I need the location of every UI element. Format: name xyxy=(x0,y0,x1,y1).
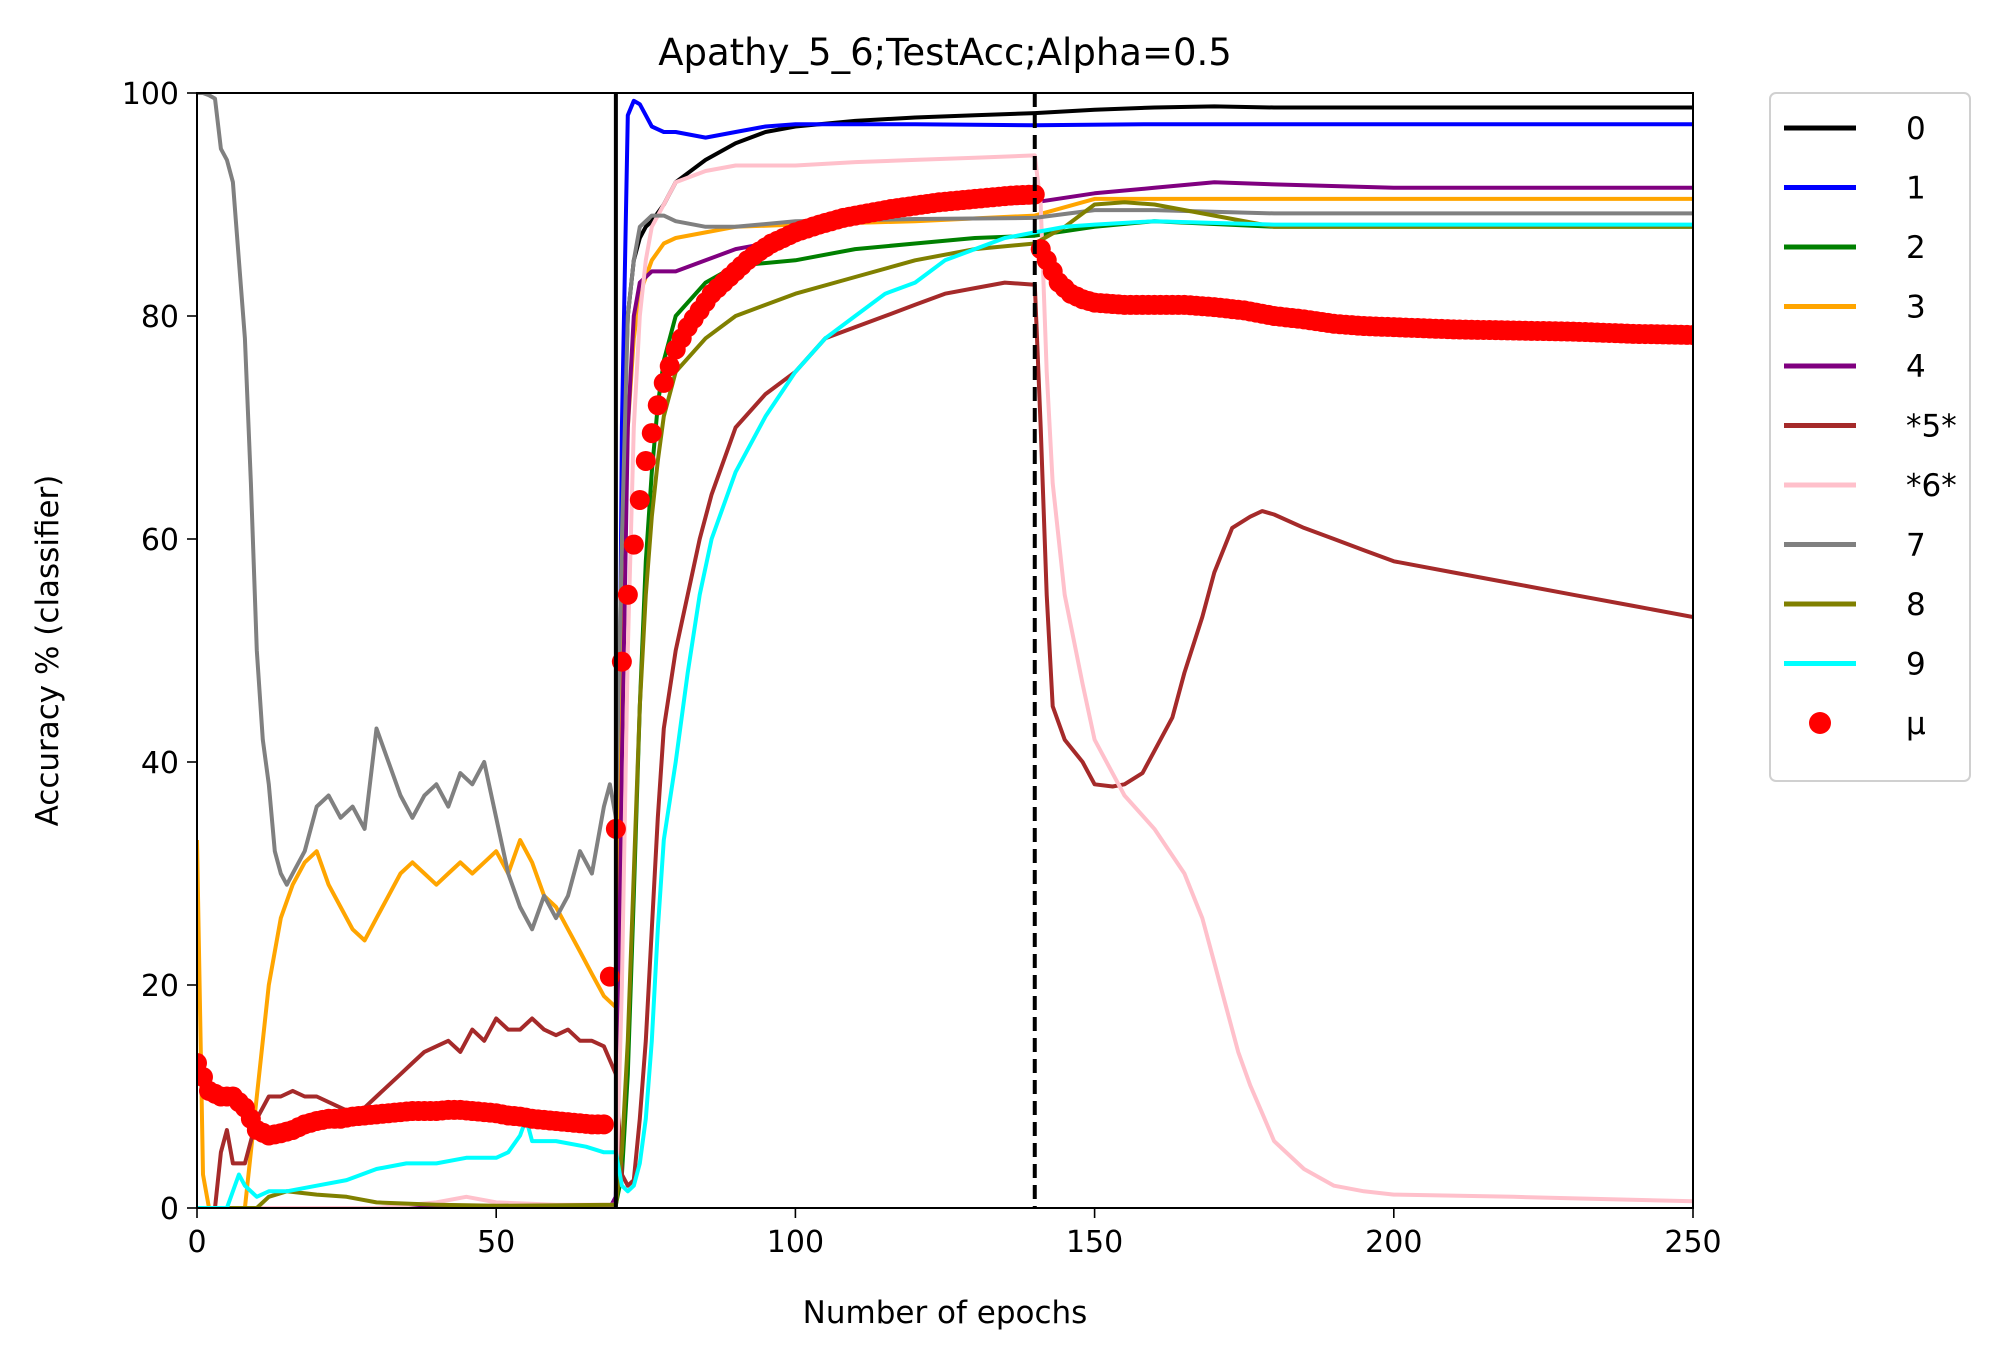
x-axis-title: Number of epochs xyxy=(803,1295,1088,1331)
y-tick-label: 20 xyxy=(141,969,179,1004)
mean-point xyxy=(659,356,680,377)
x-tick-label: 50 xyxy=(477,1225,515,1260)
y-tick-label: 0 xyxy=(160,1192,179,1227)
mean-point xyxy=(641,423,662,444)
x-tick-label: 0 xyxy=(187,1225,206,1260)
legend-label: 0 xyxy=(1906,111,1926,147)
x-tick-label: 150 xyxy=(1066,1225,1123,1260)
legend-label: 3 xyxy=(1906,290,1926,326)
legend-swatch xyxy=(1809,712,1831,734)
legend-label: 9 xyxy=(1906,647,1926,683)
series-line-9 xyxy=(197,219,1693,1208)
legend: 0 1 2 3 4 *5* *6* 7 8 9 μ xyxy=(1769,92,1971,782)
legend-label: 8 xyxy=(1906,587,1926,623)
x-tick-label: 200 xyxy=(1365,1225,1422,1260)
y-axis-title: Accuracy % (classifier) xyxy=(30,475,66,827)
y-tick-label: 100 xyxy=(122,77,179,112)
series-line-5 xyxy=(197,280,1693,1208)
mean-point xyxy=(1024,184,1045,205)
x-tick-label: 100 xyxy=(767,1225,824,1260)
axes-frame xyxy=(196,92,1694,1209)
series-line-8 xyxy=(197,200,1693,1208)
legend-label: 1 xyxy=(1906,171,1926,207)
plot-area xyxy=(196,92,1694,1209)
mean-point xyxy=(593,1114,614,1135)
x-tick-label: 250 xyxy=(1664,1225,1721,1260)
axis-ticks: 0 50 100 150 200 250 0 20 40 60 80 100 xyxy=(122,77,1722,1260)
series-line-2 xyxy=(197,219,1693,1208)
legend-label: *5* xyxy=(1906,409,1957,445)
y-tick-label: 80 xyxy=(141,300,179,335)
legend-label: μ xyxy=(1906,706,1926,742)
mean-point xyxy=(629,489,650,510)
y-tick-label: 40 xyxy=(141,746,179,781)
y-tick-label: 60 xyxy=(141,523,179,558)
legend-label: 4 xyxy=(1906,349,1926,385)
series-line-6 xyxy=(197,153,1693,1208)
mean-point xyxy=(653,372,674,393)
legend-label: 2 xyxy=(1906,230,1926,266)
legend-label: *6* xyxy=(1906,468,1957,504)
series-line-0 xyxy=(197,104,1693,1208)
series-line-7 xyxy=(197,93,1693,932)
mean-point xyxy=(647,395,668,416)
legend-label: 7 xyxy=(1906,528,1926,564)
series-line-1 xyxy=(197,98,1693,1208)
chart-title: Apathy_5_6;TestAcc;Alpha=0.5 xyxy=(658,31,1232,74)
mean-point xyxy=(623,534,644,555)
mean-point xyxy=(1683,324,1693,345)
mean-point xyxy=(635,450,656,471)
legend-box xyxy=(1769,92,1971,782)
mean-point xyxy=(617,584,638,605)
series-group xyxy=(197,93,1693,1208)
